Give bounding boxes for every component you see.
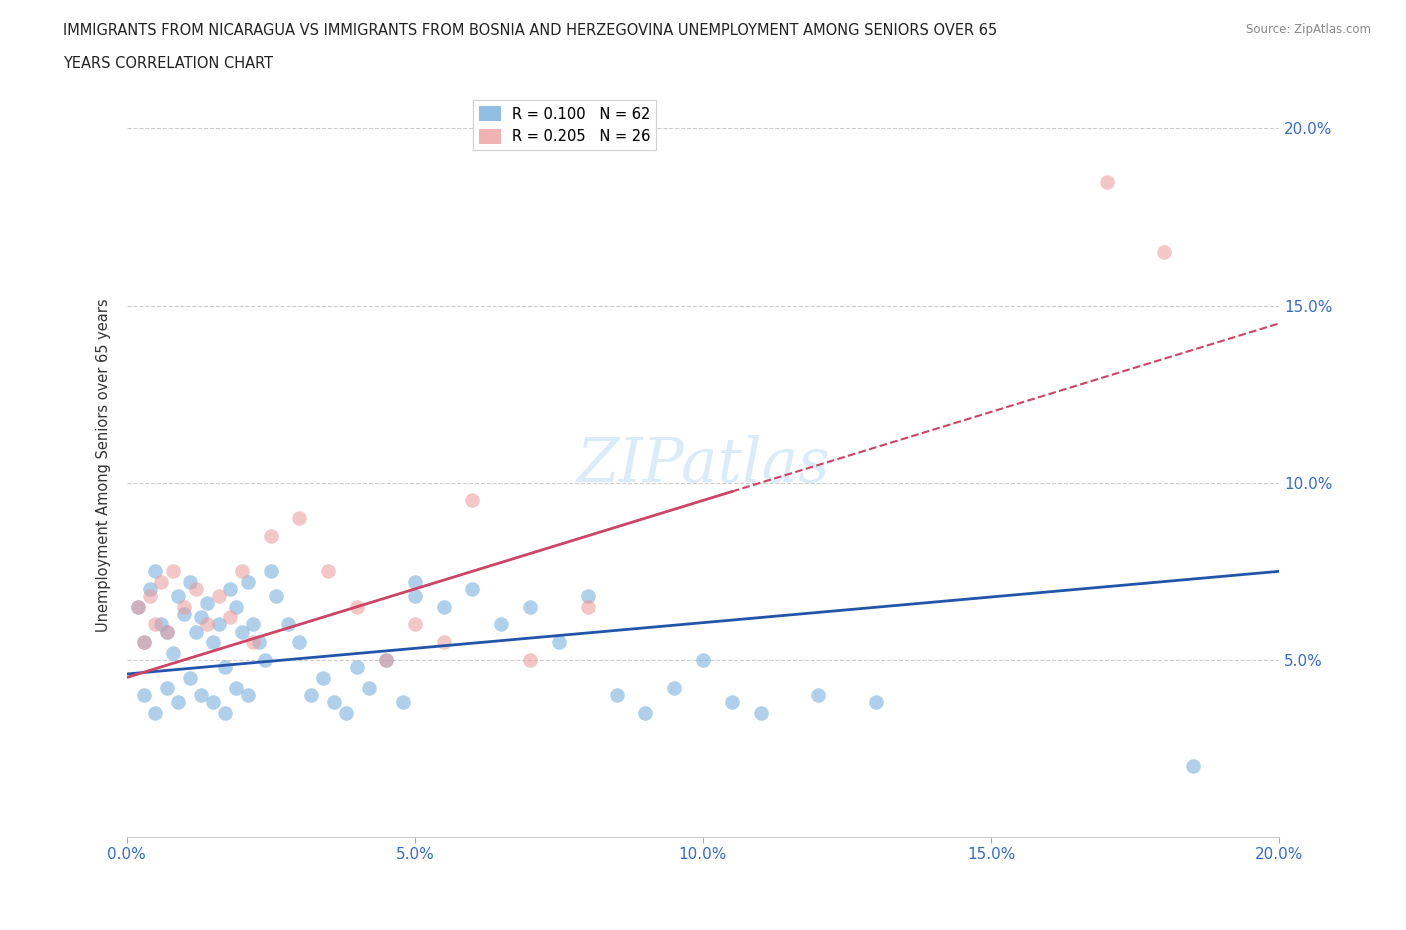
Point bbox=[374, 653, 398, 668]
Point bbox=[156, 681, 179, 696]
Point bbox=[807, 688, 830, 703]
Point bbox=[214, 706, 236, 721]
Point bbox=[318, 564, 340, 578]
Point bbox=[167, 695, 190, 710]
Point bbox=[346, 599, 368, 614]
Point bbox=[150, 617, 173, 631]
Point bbox=[132, 688, 155, 703]
Text: IMMIGRANTS FROM NICARAGUA VS IMMIGRANTS FROM BOSNIA AND HERZEGOVINA UNEMPLOYMENT: IMMIGRANTS FROM NICARAGUA VS IMMIGRANTS … bbox=[63, 23, 997, 38]
Point bbox=[242, 617, 264, 631]
Point bbox=[231, 564, 253, 578]
Point bbox=[167, 589, 190, 604]
Point bbox=[236, 575, 259, 590]
Text: Source: ZipAtlas.com: Source: ZipAtlas.com bbox=[1246, 23, 1371, 36]
Point bbox=[1095, 174, 1118, 189]
Point bbox=[392, 695, 415, 710]
Point bbox=[127, 599, 149, 614]
Point bbox=[190, 610, 212, 625]
Text: YEARS CORRELATION CHART: YEARS CORRELATION CHART bbox=[63, 56, 273, 71]
Point bbox=[162, 645, 184, 660]
Point bbox=[634, 706, 657, 721]
Point bbox=[150, 575, 173, 590]
Point bbox=[138, 589, 160, 604]
Point bbox=[231, 624, 253, 639]
Point bbox=[247, 634, 270, 649]
Point bbox=[195, 596, 218, 611]
Point bbox=[404, 589, 426, 604]
Point bbox=[242, 634, 264, 649]
Point bbox=[162, 564, 184, 578]
Point bbox=[664, 681, 686, 696]
Point bbox=[1181, 759, 1204, 774]
Point bbox=[208, 617, 231, 631]
Point bbox=[374, 653, 398, 668]
Point bbox=[605, 688, 627, 703]
Point bbox=[190, 688, 212, 703]
Point bbox=[202, 695, 225, 710]
Point bbox=[184, 581, 207, 596]
Point bbox=[127, 599, 149, 614]
Point bbox=[461, 581, 484, 596]
Y-axis label: Unemployment Among Seniors over 65 years: Unemployment Among Seniors over 65 years bbox=[96, 299, 111, 631]
Point bbox=[433, 634, 456, 649]
Point bbox=[357, 681, 380, 696]
Point bbox=[346, 659, 368, 674]
Point bbox=[266, 589, 288, 604]
Point bbox=[179, 575, 201, 590]
Point bbox=[288, 511, 311, 525]
Point bbox=[195, 617, 218, 631]
Point bbox=[208, 589, 231, 604]
Point bbox=[433, 599, 456, 614]
Point bbox=[576, 599, 599, 614]
Point bbox=[865, 695, 887, 710]
Point bbox=[404, 617, 426, 631]
Point bbox=[461, 493, 484, 508]
Point bbox=[225, 681, 247, 696]
Point bbox=[184, 624, 207, 639]
Point bbox=[202, 634, 225, 649]
Point bbox=[138, 581, 160, 596]
Point bbox=[145, 706, 166, 721]
Point bbox=[173, 599, 195, 614]
Point bbox=[214, 659, 236, 674]
Point bbox=[335, 706, 357, 721]
Point bbox=[145, 564, 166, 578]
Point bbox=[156, 624, 179, 639]
Point bbox=[145, 617, 166, 631]
Point bbox=[277, 617, 299, 631]
Point bbox=[692, 653, 714, 668]
Point bbox=[236, 688, 259, 703]
Point bbox=[173, 606, 195, 621]
Point bbox=[519, 653, 541, 668]
Point bbox=[253, 653, 276, 668]
Point bbox=[1153, 245, 1175, 259]
Point bbox=[219, 610, 242, 625]
Point bbox=[156, 624, 179, 639]
Text: ZIPatlas: ZIPatlas bbox=[576, 435, 830, 495]
Point bbox=[259, 564, 281, 578]
Point bbox=[720, 695, 742, 710]
Point bbox=[225, 599, 247, 614]
Point bbox=[179, 671, 201, 685]
Point bbox=[219, 581, 242, 596]
Point bbox=[576, 589, 599, 604]
Point bbox=[259, 528, 281, 543]
Point bbox=[299, 688, 322, 703]
Legend: R = 0.100   N = 62, R = 0.205   N = 26: R = 0.100 N = 62, R = 0.205 N = 26 bbox=[472, 100, 657, 150]
Point bbox=[489, 617, 512, 631]
Point bbox=[323, 695, 346, 710]
Point bbox=[132, 634, 155, 649]
Point bbox=[132, 634, 155, 649]
Point bbox=[548, 634, 571, 649]
Point bbox=[311, 671, 333, 685]
Point bbox=[519, 599, 541, 614]
Point bbox=[288, 634, 311, 649]
Point bbox=[404, 575, 426, 590]
Point bbox=[749, 706, 772, 721]
